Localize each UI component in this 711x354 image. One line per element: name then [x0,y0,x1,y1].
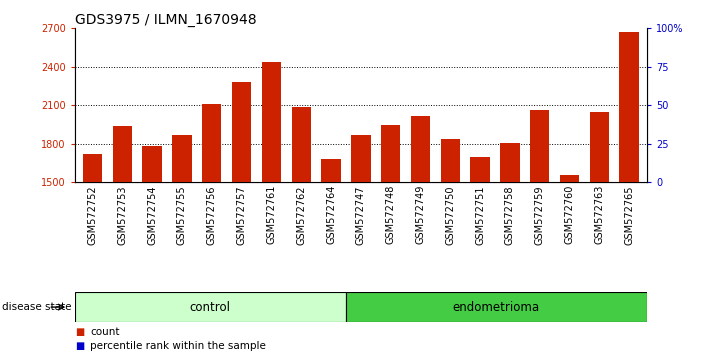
Point [564,30,575,36]
Bar [441,139,460,182]
Bar [346,292,647,322]
Bar [589,112,609,182]
Bar [232,82,251,182]
Text: endometrioma: endometrioma [453,301,540,314]
Text: count: count [90,327,119,337]
Point [444,30,456,36]
Point [296,30,307,36]
Bar [530,110,550,182]
Point [385,30,396,36]
Point [117,30,128,36]
Bar [142,147,162,182]
Text: percentile rank within the sample: percentile rank within the sample [90,341,266,351]
Text: ■: ■ [75,327,84,337]
Point [146,30,158,36]
Point [206,29,218,34]
Point [87,30,98,36]
Bar [83,154,102,182]
Bar [351,135,370,182]
Point [326,30,337,36]
Bar [411,115,430,182]
Bar [560,175,579,182]
Point [534,30,545,36]
Bar [75,292,346,322]
Bar [619,32,638,182]
Bar [501,143,520,182]
Text: control: control [190,301,230,314]
Point [266,29,277,34]
Bar [471,156,490,182]
Point [624,27,635,33]
Bar [321,159,341,182]
Point [355,30,367,36]
Point [594,30,605,36]
Bar [112,126,132,182]
Bar [292,107,311,182]
Point [415,30,426,36]
Text: disease state: disease state [2,302,72,312]
Point [474,30,486,36]
Text: GDS3975 / ILMN_1670948: GDS3975 / ILMN_1670948 [75,13,256,27]
Text: ■: ■ [75,341,84,351]
Bar [381,125,400,182]
Bar [172,135,192,182]
Point [176,30,188,36]
Point [236,29,247,34]
Point [504,30,515,36]
Bar [202,104,221,182]
Bar [262,62,281,182]
